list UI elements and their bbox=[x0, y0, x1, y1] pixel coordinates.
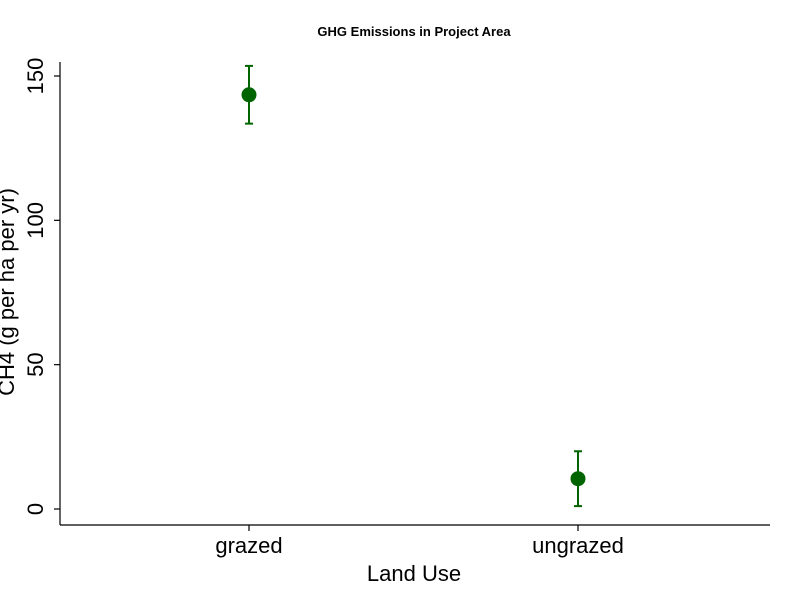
error-bars bbox=[245, 64, 582, 508]
y-tick-label: 50 bbox=[23, 352, 48, 376]
x-ticks: grazed ungrazed bbox=[215, 525, 624, 558]
data-point bbox=[570, 471, 586, 487]
y-ticks: 0 50 100 150 bbox=[23, 58, 60, 515]
x-tick-label: grazed bbox=[215, 533, 282, 558]
axes bbox=[59, 62, 770, 526]
y-tick-label: 100 bbox=[23, 202, 48, 239]
x-axis-label: Land Use bbox=[367, 561, 461, 586]
chart-title: GHG Emissions in Project Area bbox=[317, 24, 511, 39]
data-point bbox=[241, 87, 257, 103]
y-tick-label: 0 bbox=[23, 503, 48, 515]
data-points bbox=[241, 87, 586, 487]
y-tick-label: 150 bbox=[23, 58, 48, 95]
y-axis-label: CH4 (g per ha per yr) bbox=[0, 188, 19, 396]
x-tick-label: ungrazed bbox=[532, 533, 624, 558]
